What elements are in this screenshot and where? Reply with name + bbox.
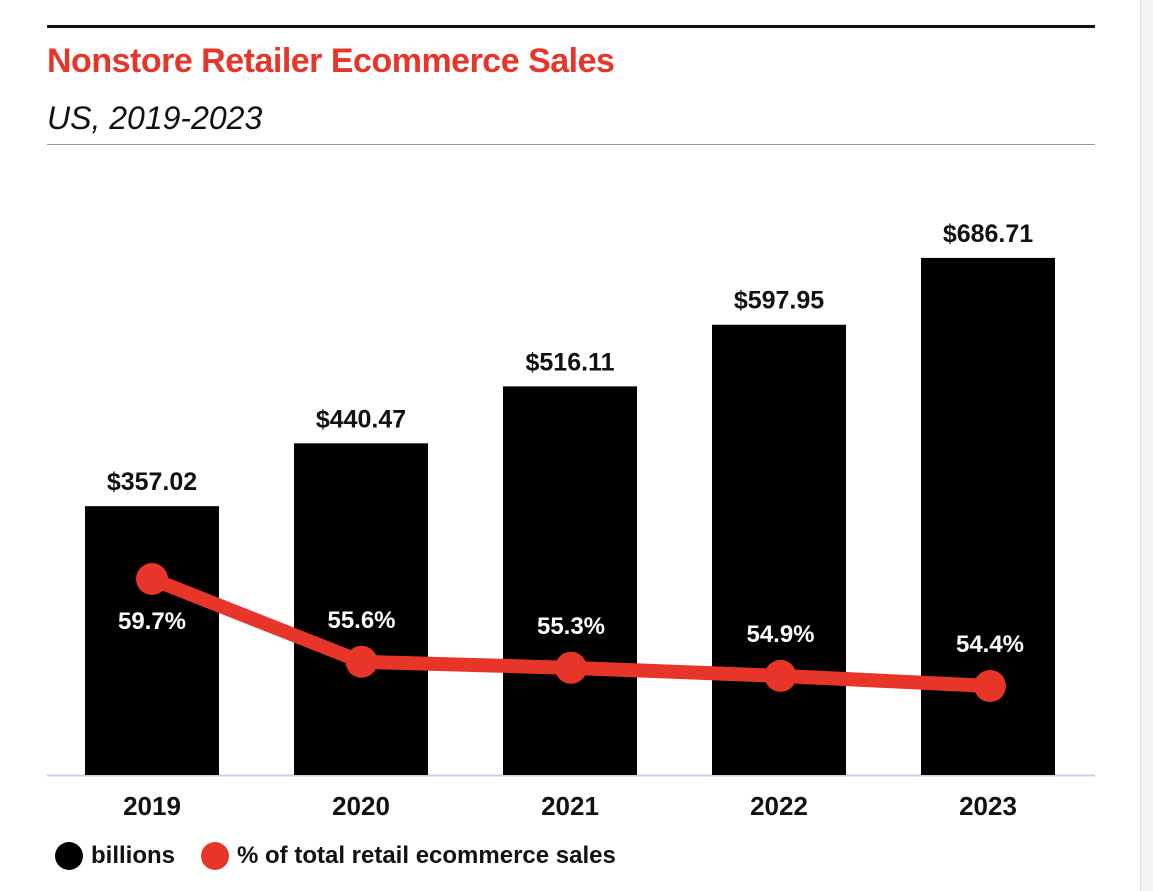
bar-value-label: $686.71 (943, 220, 1033, 248)
bar (85, 506, 219, 775)
top-rule (47, 25, 1095, 28)
x-tick-label: 2023 (959, 791, 1017, 821)
bar (294, 443, 428, 775)
legend-label: billions (91, 842, 175, 869)
x-tick-label: 2022 (750, 791, 808, 821)
x-tick-label: 2019 (123, 791, 181, 821)
x-tick-label: 2020 (332, 791, 390, 821)
bar-value-label: $440.47 (316, 405, 406, 433)
legend-swatch-red-icon (201, 842, 229, 870)
legend-label: % of total retail ecommerce sales (237, 842, 616, 869)
legend-item-percent: % of total retail ecommerce sales (201, 842, 616, 870)
bar (712, 324, 846, 775)
percent-point (974, 670, 1006, 702)
percent-value-label: 59.7% (118, 608, 186, 635)
chart-subtitle: US, 2019-2023 (47, 100, 263, 136)
legend: billions % of total retail ecommerce sal… (55, 842, 642, 870)
percent-point (764, 659, 797, 692)
percent-point (345, 645, 378, 678)
percent-point (136, 562, 168, 595)
legend-item-billions: billions (55, 842, 175, 870)
legend-swatch-black-icon (55, 842, 83, 870)
percent-point (555, 651, 587, 684)
percent-value-label: 55.3% (537, 613, 605, 640)
x-tick-label: 2021 (541, 791, 599, 821)
page-edge (1140, 0, 1153, 891)
percent-value-label: 54.9% (746, 621, 814, 648)
bar-value-label: $597.95 (734, 287, 824, 315)
percent-value-label: 54.4% (956, 631, 1024, 658)
bar (503, 386, 637, 775)
bar-value-label: $357.02 (107, 468, 197, 496)
bar-value-label: $516.11 (526, 348, 615, 376)
subtitle-rule (47, 144, 1095, 145)
chart-title: Nonstore Retailer Ecommerce Sales (47, 42, 615, 80)
percent-value-label: 55.6% (327, 607, 395, 634)
